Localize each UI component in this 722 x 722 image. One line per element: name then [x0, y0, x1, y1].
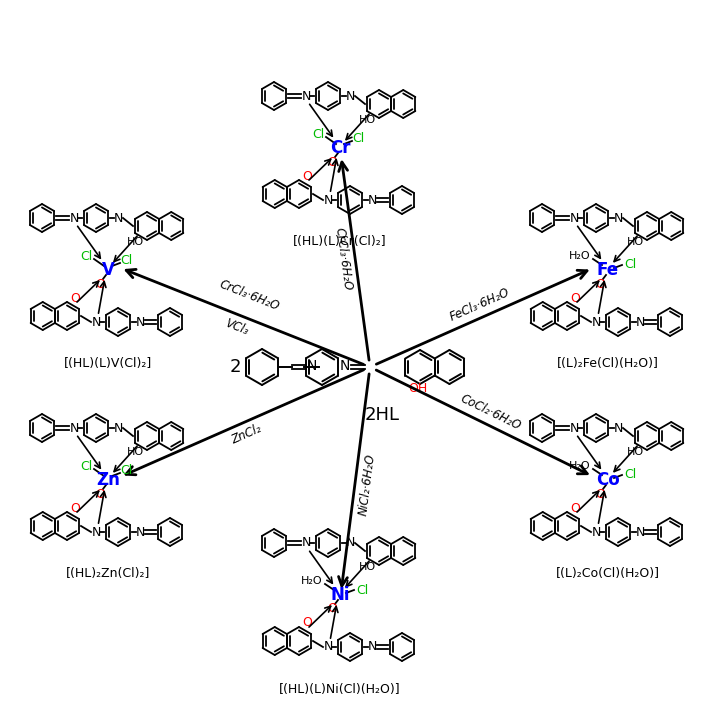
- Text: N: N: [345, 536, 355, 549]
- Text: N: N: [301, 90, 310, 103]
- Text: 2: 2: [230, 358, 240, 376]
- Text: [(HL)(L)Cr(Cl)₂]: [(HL)(L)Cr(Cl)₂]: [293, 235, 387, 248]
- Text: Cl: Cl: [624, 258, 636, 271]
- Text: N: N: [367, 640, 377, 653]
- Text: H₂O: H₂O: [569, 461, 591, 471]
- Text: HO: HO: [126, 237, 144, 247]
- Text: Cl: Cl: [352, 131, 364, 144]
- Text: H₂O: H₂O: [301, 576, 323, 586]
- Text: N: N: [613, 212, 622, 225]
- Text: HO: HO: [358, 115, 375, 125]
- Text: CrCl₃·6H₂O: CrCl₃·6H₂O: [332, 227, 354, 292]
- Text: [(L)₂Fe(Cl)(H₂O)]: [(L)₂Fe(Cl)(H₂O)]: [557, 357, 659, 370]
- Text: N: N: [307, 359, 317, 373]
- Text: FeCl₃·6H₂O: FeCl₃·6H₂O: [448, 286, 512, 324]
- Text: CrCl₃·6H₂O: CrCl₃·6H₂O: [217, 278, 282, 313]
- Text: N: N: [591, 316, 601, 329]
- Text: Cl: Cl: [120, 253, 132, 266]
- Text: N: N: [635, 526, 645, 539]
- Text: N: N: [570, 212, 579, 225]
- Text: Cl: Cl: [624, 469, 636, 482]
- Text: H₂O: H₂O: [569, 251, 591, 261]
- Text: N: N: [635, 316, 645, 329]
- Text: Cr: Cr: [330, 139, 350, 157]
- Text: HO: HO: [627, 237, 643, 247]
- Text: O: O: [70, 292, 80, 305]
- Text: HO: HO: [627, 447, 643, 457]
- Text: N: N: [570, 422, 579, 435]
- Text: N: N: [323, 193, 333, 206]
- Text: [(HL)(L)Ni(Cl)(H₂O)]: [(HL)(L)Ni(Cl)(H₂O)]: [279, 682, 401, 695]
- Text: N: N: [69, 212, 79, 225]
- Text: NiCl₂·6H₂O: NiCl₂·6H₂O: [357, 453, 378, 517]
- Text: O: O: [95, 277, 105, 290]
- Text: Cl: Cl: [312, 128, 324, 141]
- Text: Cl: Cl: [80, 250, 92, 263]
- Text: N: N: [69, 422, 79, 435]
- Text: O: O: [595, 487, 605, 500]
- Text: O: O: [302, 170, 312, 183]
- Text: Ni: Ni: [330, 586, 349, 604]
- Text: N: N: [323, 640, 333, 653]
- Text: Zn: Zn: [96, 471, 120, 489]
- Text: N: N: [301, 536, 310, 549]
- Text: N: N: [340, 359, 350, 373]
- Text: N: N: [91, 526, 100, 539]
- Text: O: O: [327, 602, 337, 615]
- Text: Co: Co: [596, 471, 620, 489]
- Text: [(L)₂Co(Cl)(H₂O)]: [(L)₂Co(Cl)(H₂O)]: [556, 567, 660, 580]
- Text: [(HL)₂Zn(Cl)₂]: [(HL)₂Zn(Cl)₂]: [66, 567, 150, 580]
- Text: Cl: Cl: [80, 459, 92, 472]
- Text: N: N: [591, 526, 601, 539]
- Text: O: O: [302, 617, 312, 630]
- Text: Cl: Cl: [120, 464, 132, 477]
- Text: O: O: [70, 502, 80, 515]
- Text: N: N: [345, 90, 355, 103]
- Text: O: O: [95, 487, 105, 500]
- Text: N: N: [113, 422, 123, 435]
- Text: N: N: [91, 316, 100, 329]
- Text: N: N: [113, 212, 123, 225]
- Text: ZnCl₂: ZnCl₂: [229, 422, 264, 447]
- Text: O: O: [595, 277, 605, 290]
- Text: Cl: Cl: [356, 583, 368, 596]
- Text: OH: OH: [409, 383, 427, 396]
- Text: CoCl₂·6H₂O: CoCl₂·6H₂O: [458, 392, 523, 433]
- Text: O: O: [570, 502, 580, 515]
- Text: N: N: [613, 422, 622, 435]
- Text: HO: HO: [126, 447, 144, 457]
- Text: 2HL: 2HL: [365, 406, 399, 424]
- Text: O: O: [570, 292, 580, 305]
- Text: N: N: [135, 526, 144, 539]
- Text: Fe: Fe: [597, 261, 619, 279]
- Text: VCl₃: VCl₃: [223, 317, 251, 338]
- Text: [(HL)(L)V(Cl)₂]: [(HL)(L)V(Cl)₂]: [64, 357, 152, 370]
- Text: V: V: [102, 261, 115, 279]
- Text: N: N: [367, 193, 377, 206]
- Text: HO: HO: [358, 562, 375, 572]
- Text: O: O: [327, 155, 337, 168]
- Text: N: N: [135, 316, 144, 329]
